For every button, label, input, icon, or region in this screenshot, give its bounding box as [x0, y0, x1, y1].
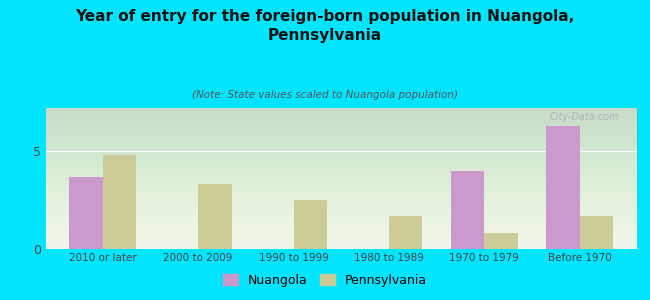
Text: Year of entry for the foreign-born population in Nuangola,
Pennsylvania: Year of entry for the foreign-born popul…	[75, 9, 575, 43]
Bar	[294, 200, 327, 249]
Bar	[389, 216, 422, 249]
Bar	[103, 155, 136, 249]
Bar	[451, 171, 484, 249]
Text: City-Data.com: City-Data.com	[550, 112, 619, 122]
Bar	[580, 216, 613, 249]
Text: (Note: State values scaled to Nuangola population): (Note: State values scaled to Nuangola p…	[192, 90, 458, 100]
Legend: Nuangola, Pennsylvania: Nuangola, Pennsylvania	[219, 270, 431, 291]
Bar	[198, 184, 231, 249]
Bar	[547, 126, 580, 249]
Bar	[484, 233, 518, 249]
Bar	[70, 176, 103, 249]
